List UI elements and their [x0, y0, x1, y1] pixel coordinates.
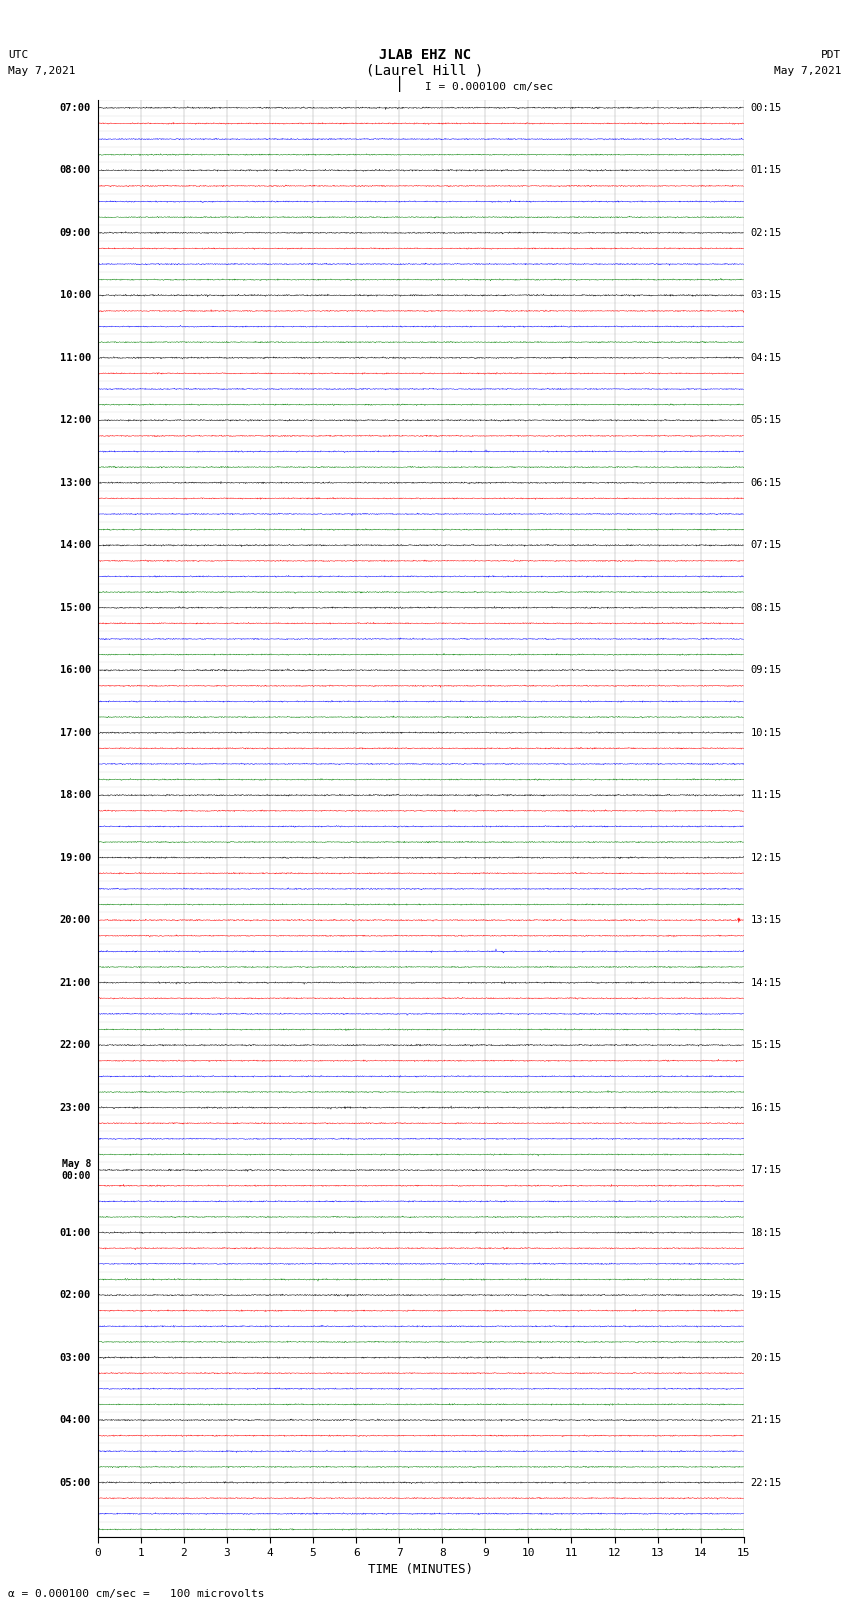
Text: 07:00: 07:00 — [60, 103, 91, 113]
Text: 18:00: 18:00 — [60, 790, 91, 800]
Text: 17:15: 17:15 — [751, 1165, 782, 1176]
Text: May 7,2021: May 7,2021 — [774, 66, 842, 76]
Text: 22:00: 22:00 — [60, 1040, 91, 1050]
Text: |: | — [395, 76, 404, 92]
Text: 06:15: 06:15 — [751, 477, 782, 487]
Text: I = 0.000100 cm/sec: I = 0.000100 cm/sec — [425, 82, 553, 92]
Text: 12:15: 12:15 — [751, 853, 782, 863]
Text: 03:15: 03:15 — [751, 290, 782, 300]
Text: 10:15: 10:15 — [751, 727, 782, 737]
Text: JLAB EHZ NC: JLAB EHZ NC — [379, 48, 471, 61]
Text: 15:15: 15:15 — [751, 1040, 782, 1050]
Text: 13:00: 13:00 — [60, 477, 91, 487]
Text: 05:15: 05:15 — [751, 415, 782, 426]
Text: 07:15: 07:15 — [751, 540, 782, 550]
X-axis label: TIME (MINUTES): TIME (MINUTES) — [368, 1563, 473, 1576]
Text: 19:15: 19:15 — [751, 1290, 782, 1300]
Text: 00:15: 00:15 — [751, 103, 782, 113]
Text: 01:15: 01:15 — [751, 165, 782, 176]
Text: 14:15: 14:15 — [751, 977, 782, 987]
Text: 08:15: 08:15 — [751, 603, 782, 613]
Text: 21:00: 21:00 — [60, 977, 91, 987]
Text: 09:15: 09:15 — [751, 665, 782, 676]
Text: 16:00: 16:00 — [60, 665, 91, 676]
Text: 02:15: 02:15 — [751, 227, 782, 237]
Text: 18:15: 18:15 — [751, 1227, 782, 1237]
Text: 21:15: 21:15 — [751, 1415, 782, 1424]
Text: May 7,2021: May 7,2021 — [8, 66, 76, 76]
Text: 09:00: 09:00 — [60, 227, 91, 237]
Text: (Laurel Hill ): (Laurel Hill ) — [366, 65, 484, 77]
Text: 19:00: 19:00 — [60, 853, 91, 863]
Text: 12:00: 12:00 — [60, 415, 91, 426]
Text: 14:00: 14:00 — [60, 540, 91, 550]
Text: 17:00: 17:00 — [60, 727, 91, 737]
Text: 02:00: 02:00 — [60, 1290, 91, 1300]
Text: 15:00: 15:00 — [60, 603, 91, 613]
Text: 11:00: 11:00 — [60, 353, 91, 363]
Text: 10:00: 10:00 — [60, 290, 91, 300]
Text: 13:15: 13:15 — [751, 915, 782, 926]
Text: 11:15: 11:15 — [751, 790, 782, 800]
Text: 20:15: 20:15 — [751, 1353, 782, 1363]
Text: 16:15: 16:15 — [751, 1103, 782, 1113]
Text: 01:00: 01:00 — [60, 1227, 91, 1237]
Text: 23:00: 23:00 — [60, 1103, 91, 1113]
Text: May 8
00:00: May 8 00:00 — [61, 1160, 91, 1181]
Text: 04:15: 04:15 — [751, 353, 782, 363]
Text: 03:00: 03:00 — [60, 1353, 91, 1363]
Text: 08:00: 08:00 — [60, 165, 91, 176]
Text: α = 0.000100 cm/sec =   100 microvolts: α = 0.000100 cm/sec = 100 microvolts — [8, 1589, 265, 1598]
Text: 22:15: 22:15 — [751, 1478, 782, 1487]
Text: UTC: UTC — [8, 50, 29, 60]
Text: 20:00: 20:00 — [60, 915, 91, 926]
Text: 04:00: 04:00 — [60, 1415, 91, 1424]
Text: 05:00: 05:00 — [60, 1478, 91, 1487]
Text: PDT: PDT — [821, 50, 842, 60]
